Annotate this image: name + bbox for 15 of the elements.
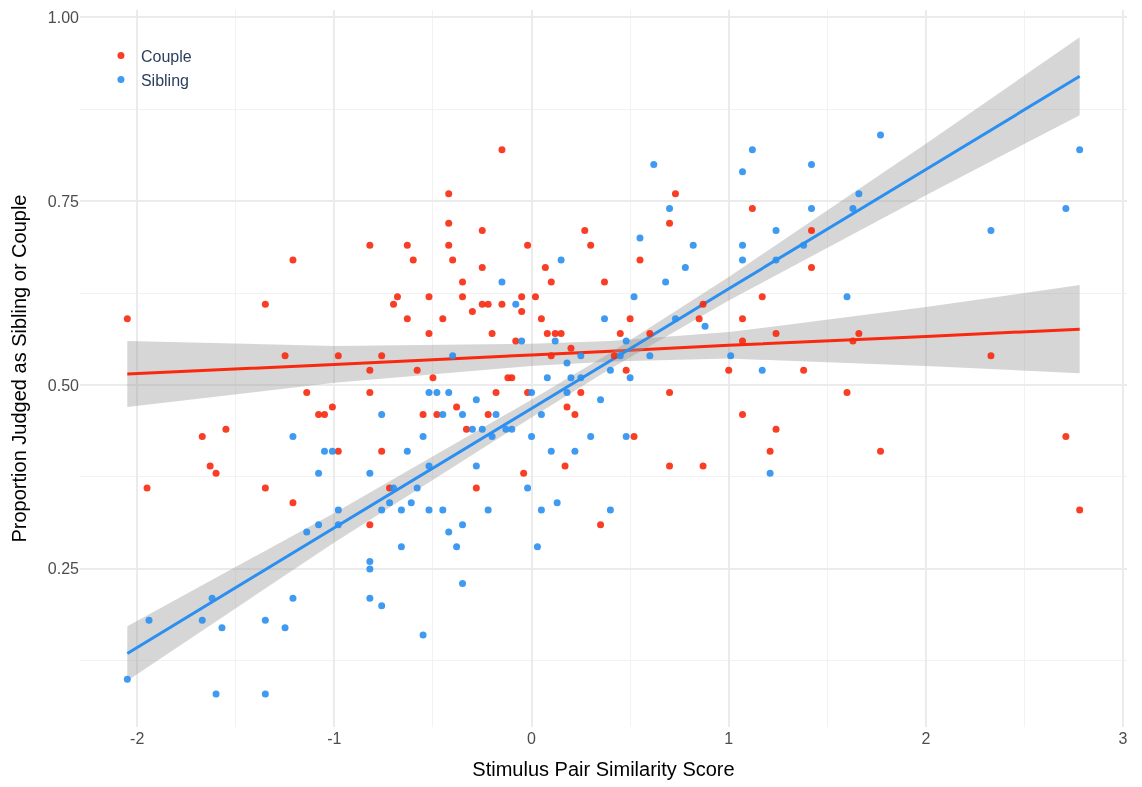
x-tick-label: 2	[921, 730, 931, 747]
x-tick-label: 3	[1118, 730, 1128, 747]
x-tick-label: -1	[327, 730, 342, 747]
x-tick-label: -2	[130, 730, 145, 747]
x-tick-label: 1	[724, 730, 734, 747]
legend-label: Couple	[140, 47, 192, 65]
line-series	[125, 327, 1082, 376]
y-axis-title: Proportion Judged as Sibling or Couple	[8, 194, 31, 543]
x-axis-title: Stimulus Pair Similarity Score	[472, 757, 735, 780]
x-tick-label: 0	[527, 730, 537, 747]
y-tick-label: 0.50	[47, 376, 80, 394]
legend-label: Sibling	[140, 71, 189, 89]
y-tick-label: 0.25	[47, 560, 80, 578]
y-tick-label: 0.75	[47, 192, 80, 210]
y-tick-label: 1.00	[47, 8, 80, 26]
